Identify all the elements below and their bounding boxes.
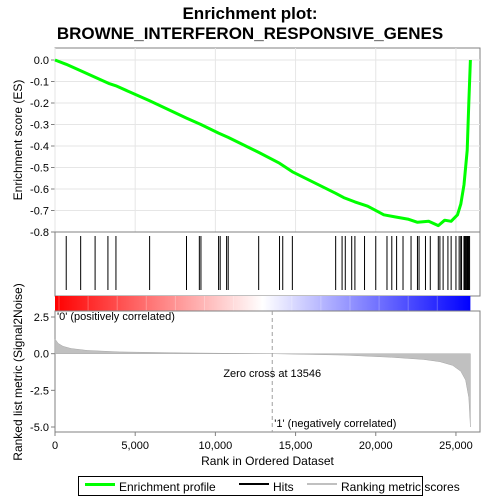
metric-panel: 2.5 0.0 -2.5 -5.0 Zero cross at 13546 '0' (po… xyxy=(30,310,481,434)
xtick-label: 0 xyxy=(52,440,58,452)
positive-label: '0' (positively correlated) xyxy=(57,311,175,323)
metric-area xyxy=(54,338,471,428)
legend-swatch-hits xyxy=(239,483,269,485)
es-ytick-label: -0.8 xyxy=(30,227,49,239)
es-plot-frame xyxy=(54,47,481,233)
chart-title-line1: Enrichment plot: xyxy=(182,4,318,23)
es-ytick-label: -0.3 xyxy=(30,120,49,132)
es-ytick-label: -0.7 xyxy=(30,206,49,218)
es-ytick-label: -0.2 xyxy=(30,98,49,110)
xtick-label: 15,000 xyxy=(279,440,313,452)
legend-swatch-enrichment xyxy=(85,483,115,486)
metric-ytick-label: -2.5 xyxy=(30,385,49,397)
legend-swatch-metric xyxy=(307,483,337,485)
metric-frame xyxy=(54,310,481,433)
legend-label-hits: Hits xyxy=(273,480,294,494)
rank-color-bar xyxy=(55,296,471,311)
xtick-label: 5,000 xyxy=(121,440,149,452)
chart-title-line2: BROWNE_INTERFERON_RESPONSIVE_GENES xyxy=(56,24,444,43)
negative-label: '1' (negatively correlated) xyxy=(274,418,396,430)
metric-ytick-label: 0.0 xyxy=(34,349,49,361)
hits-panel xyxy=(54,231,481,297)
enrichment-chart: 0.0 -0.1 -0.2 -0.3 -0.4 -0.5 -0.6 -0.7 -0.8 2.5 0… xyxy=(11,47,481,468)
es-ytick-label: -0.4 xyxy=(30,141,49,153)
legend-label-metric: Ranking metric scores xyxy=(341,480,460,494)
es-curve xyxy=(54,58,472,228)
es-ytick-label: -0.1 xyxy=(30,77,49,89)
legend: Enrichment profile Hits Ranking metric s… xyxy=(78,476,460,496)
es-ytick-label: 0.0 xyxy=(34,55,49,67)
metric-ytick-label: -5.0 xyxy=(30,422,49,434)
x-axis: 0 5,000 10,000 15,000 20,000 25,000 xyxy=(52,432,473,452)
es-panel: 0.0 -0.1 -0.2 -0.3 -0.4 -0.5 -0.6 -0.7 -0.8 xyxy=(30,47,481,239)
legend-label-enrichment: Enrichment profile xyxy=(119,480,216,494)
metric-ytick-label: 2.5 xyxy=(34,312,49,324)
rank-color-bar-panel xyxy=(55,296,471,311)
x-axis-label: Rank in Ordered Dataset xyxy=(201,454,334,468)
hits-frame xyxy=(54,231,481,297)
metric-axis-label: Ranked list metric (Signal2Noise) xyxy=(11,283,25,460)
xtick-label: 10,000 xyxy=(199,440,233,452)
xtick-label: 20,000 xyxy=(359,440,393,452)
es-axis-label: Enrichment score (ES) xyxy=(11,80,25,201)
es-ytick-label: -0.6 xyxy=(30,184,49,196)
es-ytick-label: -0.5 xyxy=(30,163,49,175)
zero-cross-label: Zero cross at 13546 xyxy=(223,368,321,380)
xtick-label: 25,000 xyxy=(439,440,473,452)
